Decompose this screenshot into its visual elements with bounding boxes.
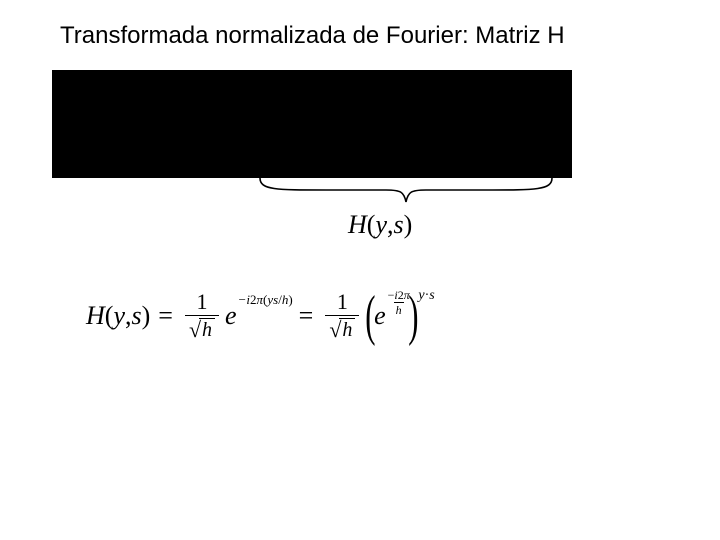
frac2-num: 1 [333,291,352,315]
equation: H(y,s) = 1 √ h e −i2π(ys/h) = 1 √ [86,288,435,344]
sqrt-1: √ h [189,318,215,341]
frac1-num: 1 [193,291,212,315]
label-s: s [394,210,404,239]
frac-1: 1 √ h [185,291,219,341]
big-paren-group: ( e −i2π h ) [361,288,422,344]
sqrt-2: √ h [329,318,355,341]
frac2-den: √ h [325,315,359,341]
exp-2: e −i2π h [374,303,410,330]
sqrt1-arg: h [199,318,215,341]
lhs-rparen: ) [142,301,151,331]
brace-label: H(y,s) [348,210,412,240]
outer-sup: y·s [418,289,434,303]
exp2-num: −i2π [388,289,410,302]
label-y: y [375,210,387,239]
exp2-den: h [394,302,404,316]
big-rparen: ) [408,288,418,344]
eq-sign-1: = [158,301,173,331]
exp-1: e −i2π(ys/h) [225,303,293,329]
sqrt2-arg: h [339,318,355,341]
underbrace-icon [256,176,556,206]
exp1-minus-i: −i [238,292,250,307]
big-lparen: ( [366,288,376,344]
eq-lhs: H(y,s) [86,301,150,331]
redacted-block [52,70,572,178]
lhs-H: H [86,301,105,331]
exp1-sup: −i2π(ys/h) [238,293,293,306]
exp2-e: e [374,303,386,329]
exp2-minus: − [388,288,395,302]
exp1-rp: ) [288,292,292,307]
slide: Transformada normalizada de Fourier: Mat… [0,0,720,540]
label-rparen: ) [404,210,413,239]
eq-sign-2: = [299,301,314,331]
label-H: H [348,210,367,239]
frac1-den: √ h [185,315,219,341]
lhs-y: y [113,301,125,331]
exp1-ys: ys [267,292,278,307]
exp1-e: e [225,303,237,329]
exp2-supfrac: −i2π h [388,289,410,316]
slide-title: Transformada normalizada de Fourier: Mat… [60,22,565,50]
lhs-s: s [132,301,142,331]
outer-s: s [429,288,434,303]
frac-2: 1 √ h [325,291,359,341]
